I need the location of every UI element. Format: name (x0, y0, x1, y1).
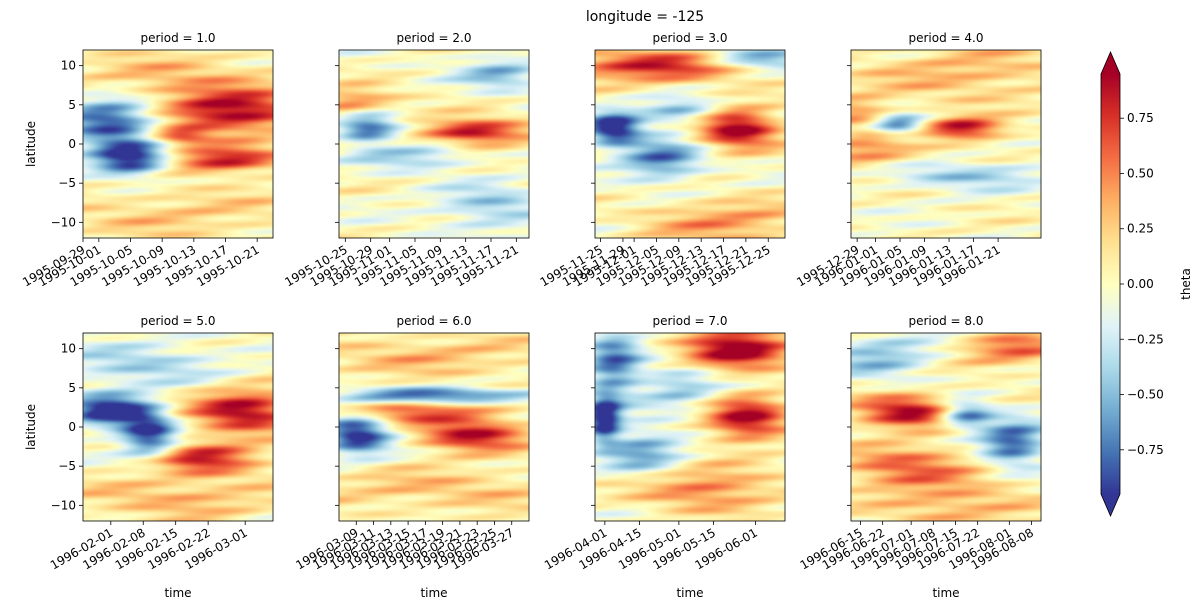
y-tick-label: 10 (61, 59, 76, 73)
panel-1: period = 1.0−10−50510latitude1995-09-291… (20, 31, 274, 289)
panel-title: period = 8.0 (909, 314, 984, 328)
panel-3: period = 3.01995-11-251995-11-291995-12-… (538, 31, 786, 289)
colorbar-tick-label: 0.75 (1127, 111, 1154, 125)
panel-title: period = 3.0 (653, 31, 728, 45)
heatmap-image (339, 50, 529, 238)
panel-title: period = 4.0 (909, 31, 984, 45)
panel-7: period = 7.01996-04-011996-04-151996-05-… (542, 314, 786, 600)
x-axis-label: time (932, 586, 959, 600)
colorbar-tick-label: −0.50 (1127, 388, 1164, 402)
y-tick-label: −5 (58, 459, 76, 473)
heatmap-image (595, 333, 785, 521)
panel-2: period = 2.01995-10-251995-10-291995-11-… (282, 31, 530, 289)
heatmap-image (83, 333, 273, 521)
x-axis-label: time (420, 586, 447, 600)
heatmap-image (851, 50, 1041, 238)
panel-title: period = 7.0 (653, 314, 728, 328)
colorbar-extend-max (1101, 52, 1120, 74)
panel-4: period = 4.01995-12-291996-01-011996-01-… (794, 31, 1042, 289)
heatmap-image (851, 333, 1041, 521)
panel-title: period = 6.0 (397, 314, 472, 328)
colorbar-body (1101, 74, 1120, 494)
y-axis-label: latitude (24, 121, 38, 167)
y-tick-label: 10 (61, 342, 76, 356)
heatmap-image (83, 50, 273, 238)
heatmap-image (595, 50, 785, 238)
heatmap-image (339, 333, 529, 521)
panels-group: period = 1.0−10−50510latitude1995-09-291… (20, 31, 1042, 600)
colorbar-outline (1100, 50, 1121, 518)
colorbar-tick-label: −0.75 (1127, 443, 1164, 457)
y-axis-label: latitude (24, 404, 38, 450)
x-axis-label: time (676, 586, 703, 600)
colorbar-label: theta (1179, 268, 1193, 300)
y-tick-label: −10 (51, 215, 76, 229)
colorbar-extend-min (1101, 494, 1120, 516)
colorbar-tick-label: −0.25 (1127, 332, 1164, 346)
y-tick-label: 0 (68, 137, 76, 151)
colorbar: −0.75 −0.50 −0.25 0.00 0.25 0.50 0.75 theta (1100, 50, 1193, 518)
panel-title: period = 2.0 (397, 31, 472, 45)
panel-8: period = 8.01996-06-151996-06-221996-07-… (798, 314, 1042, 600)
y-tick-label: 5 (68, 98, 76, 112)
panel-5: period = 5.0−10−50510latitude1996-02-011… (24, 314, 274, 600)
colorbar-tick-label: 0.50 (1127, 166, 1154, 180)
panel-title: period = 5.0 (141, 314, 216, 328)
panel-6: period = 6.01996-03-091996-03-111996-03-… (293, 314, 530, 600)
colorbar-tick-label: 0.25 (1127, 222, 1154, 236)
figure-suptitle: longitude = -125 (586, 9, 704, 25)
colorbar-tick-label: 0.00 (1127, 277, 1154, 291)
y-tick-label: −5 (58, 176, 76, 190)
y-tick-label: 0 (68, 420, 76, 434)
panel-title: period = 1.0 (141, 31, 216, 45)
x-axis-label: time (164, 586, 191, 600)
y-tick-label: 5 (68, 381, 76, 395)
y-tick-label: −10 (51, 498, 76, 512)
